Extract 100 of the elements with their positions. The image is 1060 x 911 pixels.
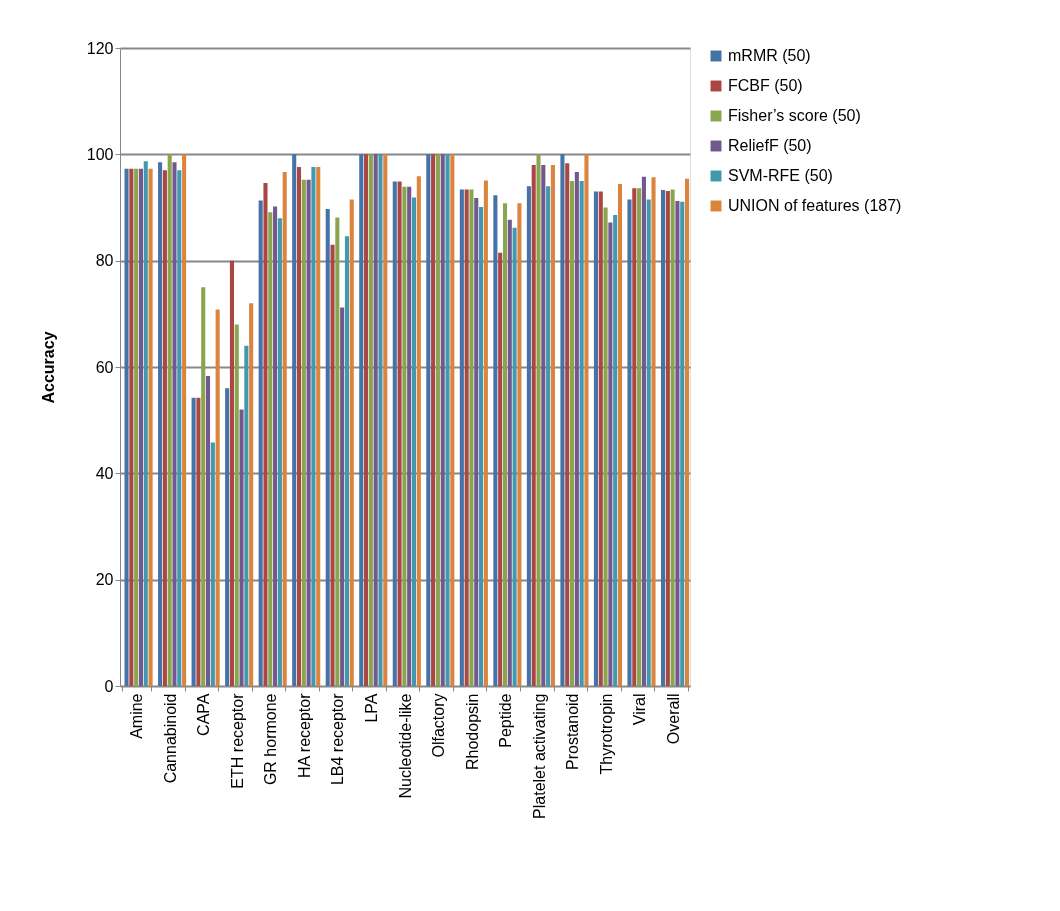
bar [292, 154, 297, 686]
bar [364, 154, 369, 686]
bar [239, 409, 244, 686]
bar [570, 180, 575, 686]
bar [565, 163, 570, 686]
bar [445, 154, 450, 686]
bar [536, 154, 541, 686]
bar [627, 199, 632, 686]
bar [402, 186, 407, 686]
bar [296, 167, 302, 686]
y-tick-label: 60 [95, 358, 114, 376]
bar [546, 186, 551, 686]
bar [617, 184, 623, 686]
bar [177, 170, 182, 686]
bar [143, 161, 148, 686]
bar [148, 168, 153, 686]
bar [311, 167, 316, 686]
legend-label: UNION of features (187) [728, 197, 902, 214]
bar [685, 178, 690, 686]
bar [464, 189, 469, 686]
y-tick-label: 80 [95, 252, 114, 270]
bar [507, 219, 512, 686]
x-tick-label: Overall [664, 693, 682, 745]
bar [134, 168, 139, 686]
bar [498, 252, 503, 686]
bar [411, 197, 417, 686]
bar [680, 201, 685, 686]
bar [660, 189, 666, 686]
x-tick-label: HA receptor [295, 692, 313, 778]
bar [129, 168, 134, 686]
bar [608, 222, 613, 686]
legend-label: SVM-RFE (50) [728, 167, 833, 184]
legend-label: mRMR (50) [728, 47, 811, 64]
x-tick-label: Thyrotropin [597, 693, 615, 775]
bar [210, 442, 215, 686]
bar [593, 191, 599, 686]
bar [378, 154, 383, 686]
x-tick-label: Nucleotide-like [396, 693, 414, 799]
bar [479, 206, 484, 686]
bar [526, 186, 531, 686]
x-tick-label: GR hormone [262, 693, 280, 786]
bar [277, 218, 282, 686]
bar [225, 388, 230, 686]
x-tick-label: LPA [362, 693, 380, 723]
bar [469, 189, 474, 686]
bar [637, 188, 642, 686]
y-tick-label: 20 [95, 571, 114, 589]
y-tick-label: 100 [86, 145, 114, 163]
bar [474, 197, 479, 686]
bar [493, 195, 498, 686]
legend-label: FCBF (50) [728, 77, 803, 94]
bar [258, 200, 263, 686]
bar [340, 307, 345, 686]
x-tick-label: Cannabinoid [161, 693, 179, 784]
bar [670, 189, 675, 686]
bar [158, 162, 163, 686]
y-tick-label: 120 [86, 39, 114, 57]
bar [330, 244, 335, 686]
bar [598, 191, 603, 686]
y-tick-label: 0 [104, 677, 114, 695]
bar [584, 154, 589, 686]
bar [167, 154, 172, 686]
y-axis-title: Accuracy [39, 331, 57, 404]
x-tick-label: LB4 receptor [329, 692, 347, 786]
bar [234, 324, 239, 686]
bar [201, 287, 206, 686]
legend-label: ReliefF (50) [728, 137, 812, 154]
legend-label: Fisher’s score (50) [728, 107, 861, 124]
y-tick-label: 40 [95, 464, 114, 482]
bar [603, 207, 608, 686]
bar [392, 181, 397, 686]
bar [244, 345, 249, 686]
bar [215, 309, 220, 686]
x-tick-label: Rhodopsin [463, 693, 481, 770]
bar [574, 171, 579, 686]
bar [306, 179, 311, 686]
bar [268, 212, 273, 686]
bar [191, 397, 196, 686]
bar [335, 217, 340, 686]
x-tick-label: Peptide [497, 693, 515, 748]
bar [646, 199, 651, 686]
bar [440, 154, 445, 686]
x-tick-label: ETH receptor [228, 692, 246, 789]
x-tick-label: Platelet activating [530, 693, 548, 819]
bar [613, 214, 618, 686]
bar [579, 180, 584, 686]
bar [512, 227, 517, 686]
bar [182, 154, 187, 686]
bar [550, 164, 555, 686]
bar [416, 176, 421, 686]
bar [249, 303, 254, 686]
bar [426, 154, 431, 686]
bar [138, 168, 144, 686]
bar [205, 376, 211, 686]
bar [397, 181, 402, 686]
bar [502, 203, 508, 686]
x-tick-label: Viral [631, 693, 649, 726]
x-tick-label: CAPA [195, 693, 213, 736]
bar [349, 199, 354, 686]
bar [344, 236, 349, 686]
